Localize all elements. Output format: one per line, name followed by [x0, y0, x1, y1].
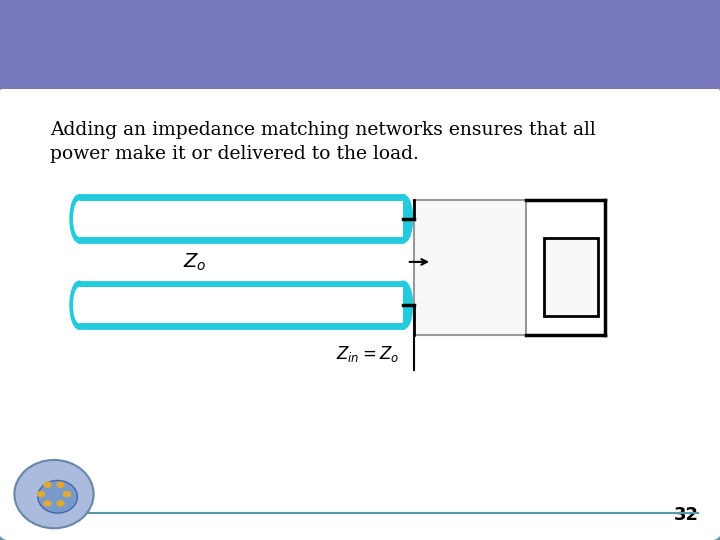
FancyBboxPatch shape	[0, 84, 720, 540]
Circle shape	[43, 482, 52, 488]
Circle shape	[56, 500, 65, 507]
Bar	[544, 238, 598, 316]
Ellipse shape	[14, 460, 94, 528]
Text: $Z_L$: $Z_L$	[560, 267, 581, 287]
Circle shape	[43, 500, 52, 507]
Bar	[79, 282, 403, 328]
Ellipse shape	[73, 287, 86, 323]
Ellipse shape	[395, 195, 412, 242]
Ellipse shape	[395, 282, 412, 328]
Text: power make it or delivered to the load.: power make it or delivered to the load.	[50, 145, 419, 163]
Bar	[79, 195, 403, 242]
Text: $Z_o$: $Z_o$	[183, 251, 206, 273]
Text: 32: 32	[673, 506, 698, 524]
Text: Adding an impedance matching networks ensures that all: Adding an impedance matching networks en…	[50, 120, 596, 139]
Bar	[414, 200, 526, 335]
Bar	[79, 200, 403, 237]
Bar	[79, 287, 403, 323]
Ellipse shape	[71, 195, 88, 242]
Circle shape	[56, 482, 65, 488]
Text: $Z_{in} = Z_o$: $Z_{in} = Z_o$	[336, 343, 399, 364]
Ellipse shape	[73, 200, 86, 237]
Circle shape	[37, 491, 45, 497]
Text: IMPEDANCE MATCHING (Cont’d): IMPEDANCE MATCHING (Cont’d)	[13, 31, 535, 58]
Ellipse shape	[71, 282, 88, 328]
Ellipse shape	[37, 481, 78, 513]
Circle shape	[63, 491, 71, 497]
Text: Matching
network: Matching network	[436, 251, 503, 284]
Bar	[0, 0, 720, 89]
